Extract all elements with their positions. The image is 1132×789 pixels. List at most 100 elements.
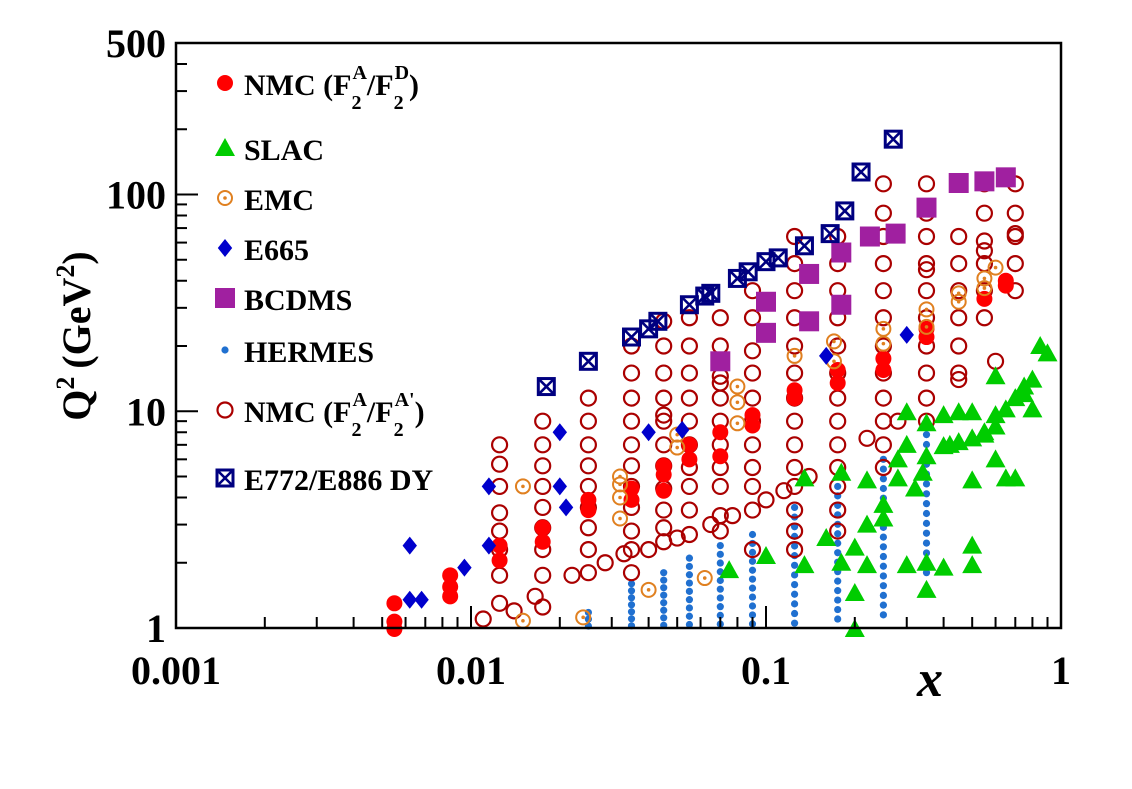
data-point (950, 337, 968, 355)
data-point (655, 482, 672, 499)
data-point (1022, 399, 1043, 418)
legend-item: SLAC (215, 134, 324, 167)
data-point (922, 431, 931, 439)
data-point (655, 389, 673, 407)
data-point (743, 342, 762, 360)
data-point (474, 610, 492, 628)
data-point (534, 498, 552, 517)
data-point (490, 436, 509, 454)
data-point (799, 263, 820, 284)
data-point (748, 548, 757, 556)
data-point (748, 557, 757, 565)
data-point (716, 550, 724, 558)
data-point (962, 555, 983, 574)
data-point (875, 350, 892, 367)
data-point (490, 566, 509, 584)
data-point (743, 282, 762, 300)
data-point (834, 539, 842, 547)
data-point (917, 227, 936, 246)
series-hermes (584, 431, 931, 630)
data-point (680, 412, 699, 430)
legend-marker (217, 239, 233, 257)
data-point (685, 571, 694, 579)
data-point (790, 619, 799, 627)
data-point (675, 420, 690, 439)
data-point (685, 562, 694, 571)
data-point (579, 412, 597, 430)
data-point (579, 519, 597, 537)
legend-item: E665 (217, 234, 309, 267)
data-point (743, 364, 762, 382)
data-point (829, 522, 847, 540)
legend-marker (215, 468, 235, 488)
data-point (716, 559, 724, 567)
data-point (655, 457, 672, 474)
data-point (831, 462, 852, 481)
data-point (835, 201, 855, 221)
data-point (829, 375, 846, 392)
data-point (785, 282, 804, 300)
legend-item: HERMES (221, 336, 374, 369)
data-point (743, 501, 762, 519)
data-point (685, 620, 694, 629)
data-point (680, 309, 699, 327)
data-point (627, 580, 636, 588)
data-point (681, 436, 698, 453)
data-point (933, 557, 954, 576)
data-point (716, 576, 724, 585)
data-point (627, 615, 636, 623)
data-point (858, 429, 876, 447)
data-point (889, 412, 907, 430)
legend-marker (217, 190, 233, 206)
data-point (794, 555, 815, 574)
data-point (655, 364, 673, 382)
legend-label: BCDMS (244, 284, 352, 317)
data-point (514, 612, 531, 629)
data-point (414, 590, 429, 609)
data-point (874, 282, 892, 300)
data-point (655, 337, 673, 355)
data-point (790, 542, 799, 550)
data-point (950, 285, 967, 302)
legend-label: E665 (244, 234, 309, 267)
data-point (622, 540, 641, 559)
data-point (622, 564, 641, 582)
data-point (579, 457, 597, 475)
legend-marker (216, 401, 234, 419)
data-point (1005, 468, 1026, 487)
data-point (879, 611, 887, 619)
x-tick-label: 0.1 (741, 648, 791, 693)
data-point (834, 615, 842, 623)
data-point (490, 594, 509, 612)
data-point (558, 498, 574, 517)
data-point (579, 436, 597, 454)
data-point (648, 311, 668, 331)
data-point (579, 540, 597, 559)
data-point (879, 582, 887, 590)
data-point (669, 439, 686, 456)
data-point (918, 301, 935, 318)
data-point (859, 226, 880, 247)
data-point (729, 415, 746, 432)
data-point (756, 322, 776, 343)
data-point (534, 598, 552, 616)
data-point (711, 507, 729, 525)
data-point (716, 594, 724, 602)
data-point (786, 347, 803, 364)
series-e665 (402, 325, 914, 609)
data-point (974, 422, 995, 441)
data-point (627, 587, 636, 595)
data-point (716, 585, 724, 593)
data-point (716, 611, 724, 619)
data-point (748, 602, 757, 610)
data-point (874, 458, 892, 477)
data-point (481, 536, 497, 555)
data-point (534, 436, 552, 454)
data-point (917, 282, 936, 300)
data-point (922, 490, 931, 498)
data-point (950, 370, 968, 389)
data-point (505, 602, 523, 620)
data-point (974, 171, 995, 192)
data-point (844, 583, 865, 602)
x-tick-label: 0.001 (131, 648, 221, 693)
